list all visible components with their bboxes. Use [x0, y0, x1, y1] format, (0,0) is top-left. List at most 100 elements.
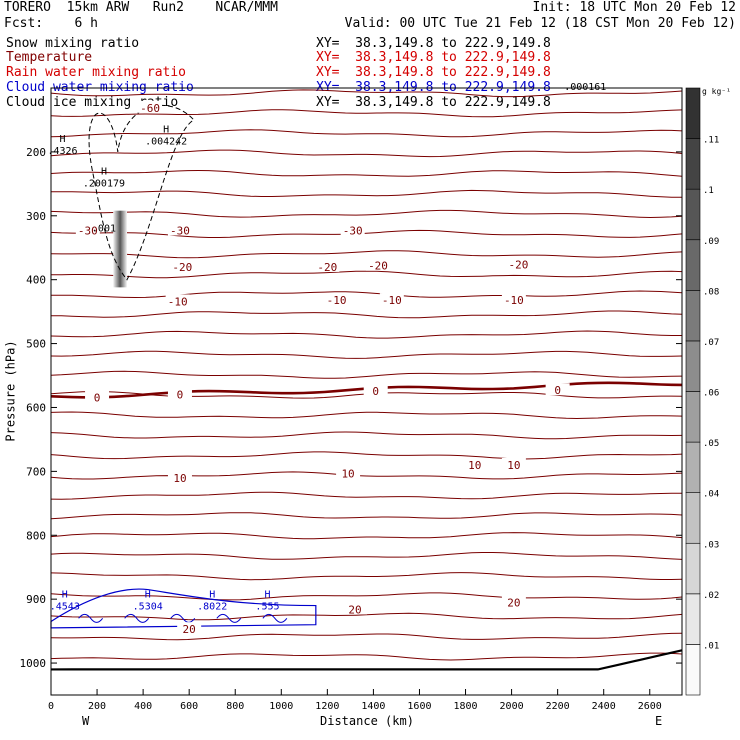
x-tick-label: 1600: [407, 701, 431, 712]
maximum-value: .000161: [564, 82, 606, 93]
temperature-label: -30: [78, 224, 98, 237]
temperature-label: 20: [348, 603, 361, 616]
maximum-value: .004242: [145, 136, 187, 147]
temperature-label: 0: [372, 385, 379, 398]
x-tick-label: 2000: [500, 701, 524, 712]
temperature-contour: [50, 169, 683, 177]
temperature-contour: [50, 270, 683, 279]
cloud-water-contour: [216, 613, 242, 623]
colorbar-label: .05: [703, 439, 719, 449]
temperature-label: -10: [327, 294, 347, 307]
temperature-label: 0: [177, 389, 184, 402]
temperature-contour: [50, 250, 683, 259]
temperature-label-bg: [342, 602, 367, 615]
temperature-contour: [50, 310, 683, 319]
temperature-label-bg: [177, 622, 202, 635]
temperature-label: -10: [504, 294, 524, 307]
temperature-label-bg: [167, 387, 192, 400]
temperature-label: 0: [94, 391, 101, 404]
field-label-snow: Snow mixing ratio: [6, 36, 140, 51]
temperature-contour: [50, 652, 683, 661]
temperature-contour: [50, 129, 683, 138]
colorbar-label: .08: [703, 287, 719, 297]
maximum-marker: H: [264, 590, 270, 601]
x-tick-label: 800: [226, 701, 244, 712]
temperature-contour: [50, 512, 683, 520]
maximum-value: .200179: [83, 179, 125, 190]
colorbar-label: .02: [703, 591, 719, 601]
temperature-label-bg: [506, 257, 531, 270]
temperature-label: -10: [382, 294, 402, 307]
temperature-contour: [50, 632, 683, 641]
maximum-marker: H: [62, 590, 68, 601]
temperature-label: -30: [343, 224, 363, 237]
temperature-label-bg: [501, 293, 526, 306]
y-tick-label: 300: [26, 210, 46, 223]
temperature-label-bg: [85, 390, 110, 403]
colorbar-segment: [685, 644, 701, 696]
temperature-contour: [50, 370, 683, 379]
temperature-label-bg: [75, 223, 100, 236]
temperature-label: -20: [317, 261, 337, 274]
temperature-label-bg: [324, 293, 349, 306]
maximum-value: .001: [92, 223, 116, 234]
x-tick-label: 2600: [638, 701, 662, 712]
zero-degree-contour: [50, 381, 683, 399]
temperature-label-bg: [366, 258, 391, 271]
temperature-label-bg: [340, 223, 365, 236]
temperature-label: -30: [170, 224, 190, 237]
temperature-label: 10: [341, 467, 354, 480]
terrain-line: [50, 649, 683, 671]
temperature-label-bg: [336, 466, 361, 479]
forecast-hour: Fcst: 6 h: [4, 16, 98, 31]
temperature-contour: [50, 350, 683, 359]
model-title: TORERO 15km ARW Run2 NCAR/MMM: [4, 0, 278, 15]
colorbar-segment: [685, 138, 701, 190]
maximum-marker: H: [163, 124, 169, 135]
temperature-contour: [50, 491, 682, 500]
maximum-value: .4543: [50, 602, 80, 613]
x-tick-label: 1000: [269, 701, 293, 712]
colorbar-segment: [685, 441, 701, 493]
temperature-label-bg: [315, 259, 340, 272]
x-tick-label: 600: [180, 701, 198, 712]
xy-cloud-water: XY= 38.3,149.8 to 222.9,149.8: [316, 80, 551, 95]
temperature-label-bg: [462, 457, 487, 470]
cloud-water-contour: [170, 613, 196, 623]
temperature-contour: [50, 431, 683, 440]
temperature-label: 20: [183, 623, 196, 636]
colorbar-segment: [685, 87, 701, 139]
temperature-label-bg: [170, 259, 195, 272]
west-label: W: [82, 714, 90, 728]
y-axis-label: Pressure (hPa): [3, 340, 18, 442]
field-label-cloud-water: Cloud water mixing ratio: [6, 80, 194, 95]
colorbar-label: .1: [703, 186, 714, 196]
x-tick-label: 1200: [315, 701, 339, 712]
temperature-label: -20: [172, 261, 192, 274]
temperature-contour: [50, 451, 683, 460]
temperature-contour: [50, 572, 683, 581]
colorbar-label: .11: [703, 136, 719, 146]
maximum-marker: H: [145, 590, 151, 601]
temperature-label-bg: [165, 294, 190, 307]
colorbar-label: .01: [703, 641, 719, 651]
colorbar-segment: [685, 492, 701, 544]
x-tick-label: 1800: [453, 701, 477, 712]
maximum-value: .4326: [47, 146, 77, 157]
maximum-value: .5304: [133, 602, 163, 613]
x-tick-label: 1400: [361, 701, 385, 712]
temperature-label: -20: [509, 258, 529, 271]
colorbar-label: .03: [703, 540, 719, 550]
temperature-contour: [50, 612, 683, 621]
temperature-contour: [50, 592, 683, 601]
colorbar-segment: [685, 239, 701, 291]
xy-rain: XY= 38.3,149.8 to 222.9,149.8: [316, 65, 551, 80]
colorbar-segment: [685, 542, 701, 595]
y-tick-label: 700: [26, 465, 46, 478]
temperature-contour: [50, 532, 683, 540]
temperature-contour: [50, 109, 683, 118]
field-label-rain: Rain water mixing ratio: [6, 65, 187, 80]
cloud-water-contour: [78, 613, 104, 623]
y-tick-label: 500: [26, 338, 46, 351]
